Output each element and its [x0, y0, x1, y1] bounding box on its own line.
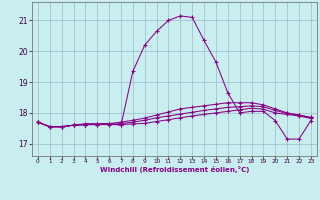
X-axis label: Windchill (Refroidissement éolien,°C): Windchill (Refroidissement éolien,°C)	[100, 166, 249, 173]
